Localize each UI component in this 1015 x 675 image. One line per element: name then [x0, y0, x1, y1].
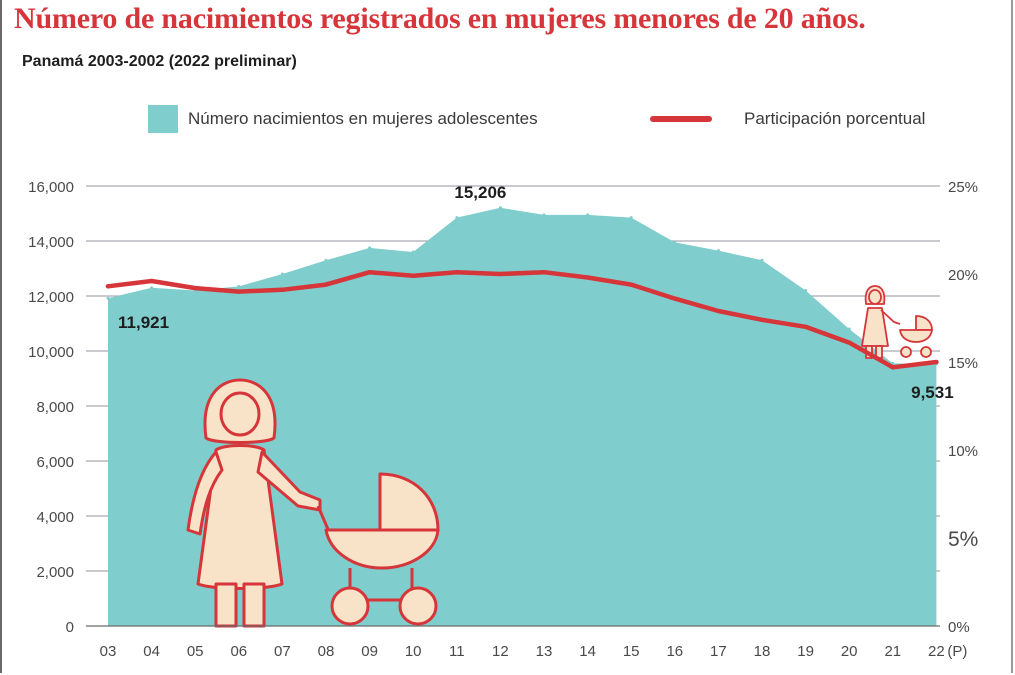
legend-swatch-line [650, 116, 712, 122]
x-tick-label: 20 [841, 643, 858, 660]
x-tick-label: 11 [449, 643, 465, 660]
line-point [367, 270, 372, 275]
area-point [237, 284, 241, 288]
x-tick-label: 19 [797, 643, 814, 660]
line-point [498, 272, 503, 276]
y-left-tick-label: 14,000 [28, 234, 74, 251]
x-suffix-label: (P) [947, 643, 967, 660]
data-label: 15,206 [454, 183, 506, 202]
y-left-tick-label: 16,000 [28, 179, 74, 196]
area-point [455, 216, 459, 220]
line-point [454, 270, 459, 275]
area-point [150, 286, 154, 290]
x-tick-label: 09 [361, 643, 378, 660]
line-point [934, 360, 939, 364]
y-left-tick-label: 2,000 [36, 564, 74, 581]
line-point [149, 279, 154, 283]
line-point [760, 317, 764, 322]
y-left-tick-label: 8,000 [36, 399, 74, 416]
x-tick-label: 17 [710, 643, 727, 660]
y-right-tick-label: 25% [948, 179, 978, 196]
legend-item-line: Participación porcentual [650, 104, 925, 134]
annotations: 11,921 15,206 9,531 [118, 183, 954, 402]
line-series [105, 269, 939, 370]
y-left-tick-label: 10,000 [28, 344, 74, 361]
area-point [498, 206, 502, 210]
line-point [106, 284, 110, 289]
area-point [716, 249, 720, 253]
line-point [542, 270, 546, 275]
x-tick-label: 05 [187, 643, 204, 660]
x-tick-label: 14 [579, 643, 596, 660]
area-point [629, 216, 633, 220]
area-point [106, 296, 110, 300]
line-point [236, 289, 241, 294]
y-right-tick-label: 5% [948, 528, 978, 551]
small-mother-with-stroller-icon [861, 285, 933, 359]
legend-swatch-area [148, 105, 178, 133]
area-point [673, 240, 677, 244]
line-point [803, 324, 808, 329]
chart-title: Número de nacimientos registrados en muj… [14, 2, 866, 35]
chart-subtitle: Panamá 2003-2002 (2022 preliminar) [22, 53, 297, 70]
x-tick-label: 04 [143, 643, 160, 660]
area-point [891, 361, 895, 365]
area-point [368, 246, 372, 250]
line-point [411, 273, 416, 278]
x-tick-label: 13 [536, 643, 553, 660]
legend-item-area: Número nacimientos en mujeres adolescent… [148, 104, 538, 134]
illustration-layer [186, 285, 933, 628]
x-tick-label: 15 [623, 643, 640, 660]
line-point [716, 309, 721, 313]
line-point [629, 282, 634, 287]
line-point [672, 296, 677, 301]
area-point [804, 289, 808, 292]
x-tick-label: 16 [666, 643, 683, 660]
line-point [193, 286, 198, 291]
line-point [585, 275, 590, 280]
y-right-tick-label: 0% [948, 619, 970, 636]
area-point [760, 258, 764, 262]
y-left-tick-label: 12,000 [28, 289, 74, 306]
area-point [847, 327, 851, 331]
area-point [542, 213, 546, 217]
line-point [280, 287, 285, 292]
data-label: 9,531 [911, 383, 954, 402]
data-label: 11,921 [118, 313, 169, 332]
x-tick-label: 07 [274, 643, 291, 660]
line-point [890, 365, 895, 370]
line-point [847, 340, 852, 345]
x-tick-label: 06 [230, 643, 247, 660]
y-left-tick-label: 6,000 [36, 454, 74, 471]
y-right-tick-label: 10% [948, 443, 978, 460]
y-right-tick-label: 15% [948, 355, 978, 372]
area-point [586, 213, 590, 217]
x-tick-label: 08 [318, 643, 335, 660]
area-point [324, 258, 328, 262]
y-right-tick-label: 20% [948, 267, 978, 284]
x-tick-label: 22 [928, 643, 945, 660]
y-left-tick-label: 4,000 [36, 509, 74, 526]
area-point [280, 272, 284, 276]
axes: 0 2,000 4,000 6,000 8,000 10,000 12,000 14,000 1… [28, 179, 978, 660]
area-point [411, 250, 415, 254]
x-tick-label: 03 [100, 643, 117, 660]
line-point [324, 282, 328, 287]
x-tick-label: 18 [754, 643, 771, 660]
x-tick-label: 21 [884, 643, 901, 660]
line-percentage [105, 269, 939, 370]
legend-label-line: Participación porcentual [744, 109, 926, 128]
legend-label-area: Número nacimientos en mujeres adolescent… [188, 109, 538, 128]
y-left-tick-label: 0 [66, 619, 74, 636]
x-tick-label: 12 [492, 643, 509, 660]
x-tick-label: 10 [405, 643, 422, 660]
mother-with-stroller-icon [186, 378, 440, 628]
